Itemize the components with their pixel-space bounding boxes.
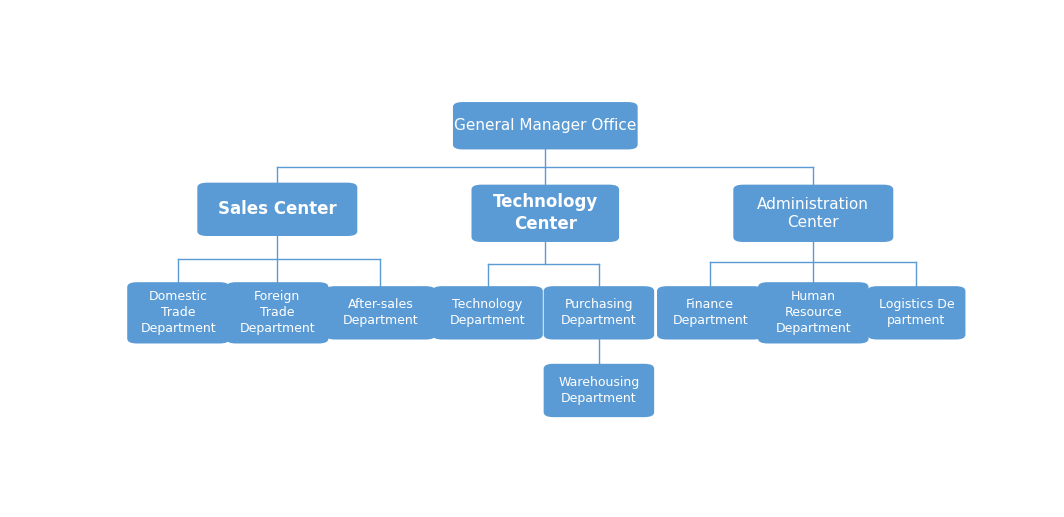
- FancyBboxPatch shape: [197, 183, 358, 236]
- FancyBboxPatch shape: [128, 282, 230, 343]
- Text: Human
Resource
Department: Human Resource Department: [776, 291, 851, 336]
- Text: General Manager Office: General Manager Office: [454, 118, 636, 133]
- FancyBboxPatch shape: [432, 286, 543, 340]
- FancyBboxPatch shape: [758, 282, 868, 343]
- Text: Sales Center: Sales Center: [218, 200, 336, 218]
- FancyBboxPatch shape: [658, 286, 763, 340]
- FancyBboxPatch shape: [227, 282, 329, 343]
- Text: Domestic
Trade
Department: Domestic Trade Department: [140, 291, 216, 336]
- FancyBboxPatch shape: [453, 102, 637, 149]
- Text: Technology
Department: Technology Department: [450, 298, 526, 327]
- FancyBboxPatch shape: [733, 185, 894, 242]
- FancyBboxPatch shape: [326, 286, 435, 340]
- Text: Technology
Center: Technology Center: [493, 193, 598, 233]
- FancyBboxPatch shape: [867, 286, 965, 340]
- Text: After-sales
Department: After-sales Department: [343, 298, 418, 327]
- Text: Finance
Department: Finance Department: [672, 298, 748, 327]
- Text: Administration
Center: Administration Center: [758, 196, 869, 230]
- FancyBboxPatch shape: [544, 364, 654, 417]
- Text: Logistics De
partment: Logistics De partment: [879, 298, 954, 327]
- Text: Foreign
Trade
Department: Foreign Trade Department: [239, 291, 315, 336]
- FancyBboxPatch shape: [471, 185, 619, 242]
- Text: Purchasing
Department: Purchasing Department: [561, 298, 636, 327]
- Text: Warehousing
Department: Warehousing Department: [559, 376, 639, 405]
- FancyBboxPatch shape: [544, 286, 654, 340]
